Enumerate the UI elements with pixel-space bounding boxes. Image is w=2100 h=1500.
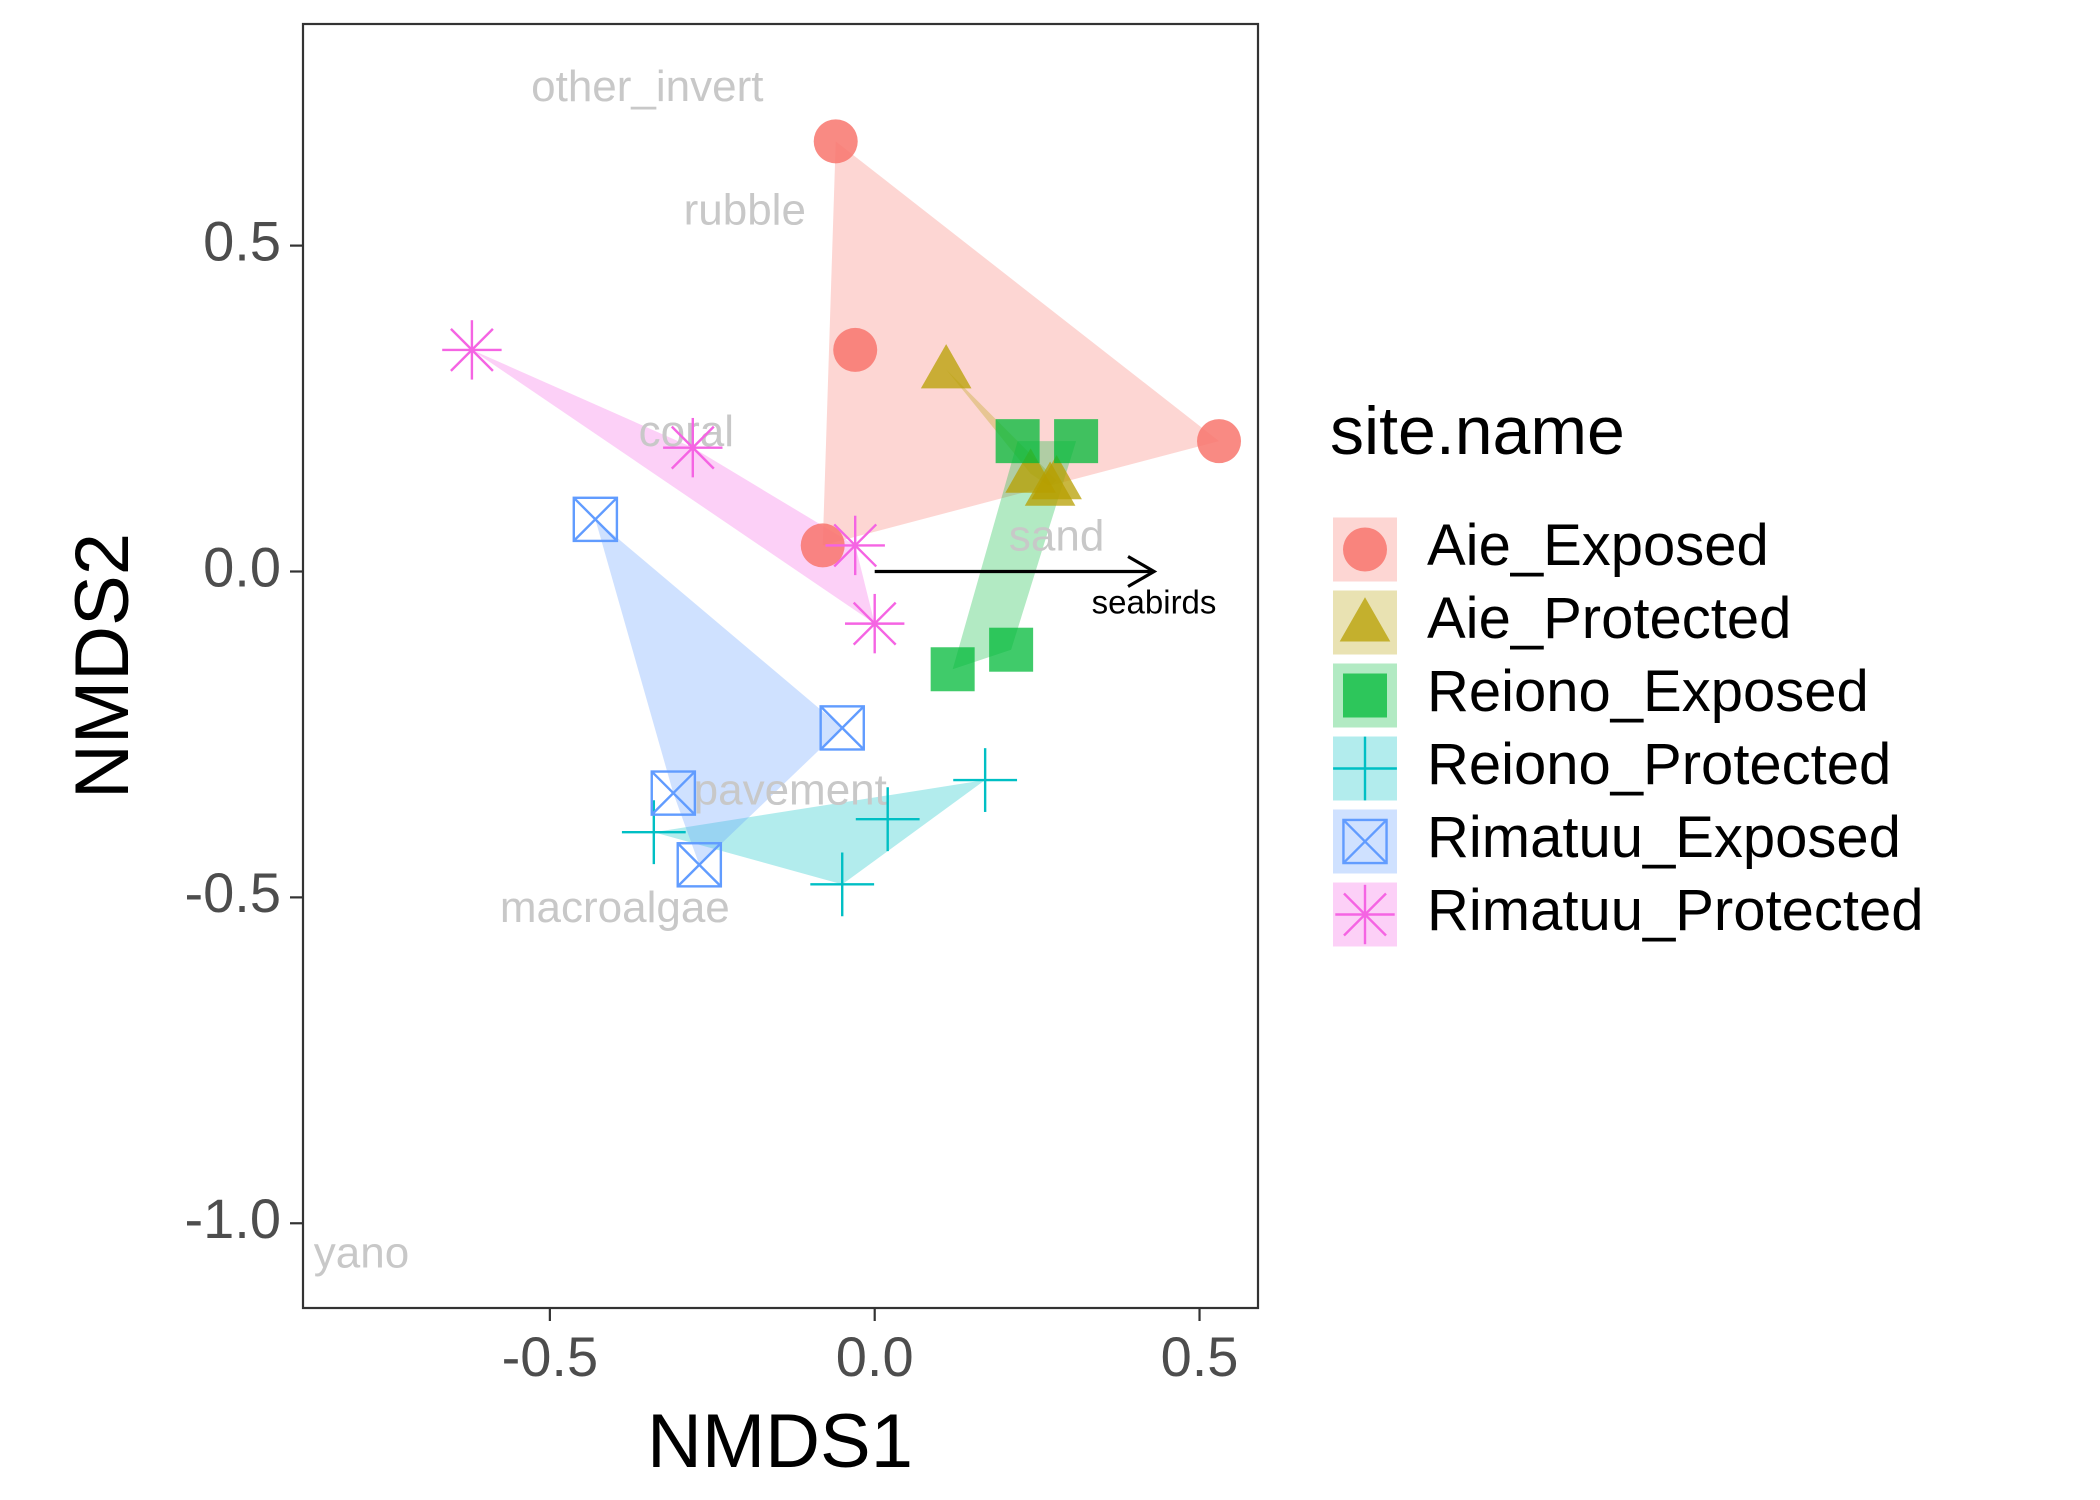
legend-key-marker [1335,884,1395,945]
legend-label: Rimatuu_Exposed [1427,805,1901,870]
point-reiono-exposed-4 [989,627,1034,672]
point-reiono-protected-2 [855,787,920,852]
point-layer [442,119,1242,917]
legend-item-rimatuu-protected: Rimatuu_Protected [1333,878,1923,947]
vector-label-rubble: rubble [684,186,806,235]
legend-label: Aie_Protected [1427,586,1791,651]
hull-aie-exposed [822,141,1220,546]
point-rimatuu-protected-2 [663,417,723,478]
legend-key-marker [1343,527,1387,572]
legend-key-marker [1343,673,1387,718]
x-tick-label: 0.5 [1161,1325,1239,1388]
y-tick-label: 0.5 [203,209,281,272]
point-reiono-exposed-1 [995,419,1040,464]
y-tick-label: -0.5 [185,861,282,924]
legend-key-marker [1333,736,1397,801]
hull-layer [471,141,1220,885]
point-aie-exposed-2 [833,327,878,372]
point-reiono-exposed-3 [930,647,975,692]
y-tick-label: 0.0 [203,535,281,598]
arrow-layer: seabirds [874,555,1217,620]
legend-label: Aie_Exposed [1427,513,1769,578]
vector-label-sand: sand [1009,512,1104,561]
plot-panel-border [301,22,1260,1310]
point-rimatuu-exposed-3 [650,770,697,816]
x-tick-label: -0.5 [502,1325,599,1388]
legend-label: Reiono_Exposed [1427,659,1869,724]
point-rimatuu-exposed-4 [676,842,723,888]
point-rimatuu-exposed-2 [819,705,865,751]
point-rimatuu-protected-3 [825,515,885,576]
x-axis: -0.5 0.0 0.5 [502,1308,1239,1388]
legend-key-marker [1342,818,1388,865]
legend-key-marker [1339,597,1391,642]
y-axis-title: NMDS2 [60,533,145,799]
seabirds-arrowhead [1127,555,1158,588]
hull-rimatuu-protected [471,349,875,624]
x-axis-title: NMDS1 [647,1399,913,1484]
legend-label: Reiono_Protected [1427,732,1891,797]
legend-item-rimatuu-exposed: Rimatuu_Exposed [1333,805,1901,874]
legend-item-reiono-exposed: Reiono_Exposed [1333,659,1869,728]
vector-label-pavement: pavement [694,766,887,815]
point-rimatuu-protected-1 [442,320,502,380]
y-tick-label: -1.0 [185,1187,282,1250]
hull-rimatuu-exposed [595,519,843,865]
legend-label: Rimatuu_Protected [1427,878,1923,943]
point-reiono-protected-4 [810,852,875,917]
vector-label-coral: coral [639,407,734,456]
point-aie-protected-4 [1031,454,1082,500]
vector-label-other-invert: other_invert [531,62,763,111]
point-reiono-protected-3 [621,800,686,865]
point-rimatuu-exposed-1 [572,496,619,543]
vector-label-yano: yano [314,1228,409,1277]
point-reiono-protected-1 [953,748,1018,812]
point-aie-protected-1 [920,344,972,389]
x-tick-label: 0.0 [836,1325,914,1388]
legend-item-aie-exposed: Aie_Exposed [1333,513,1769,582]
legend: site.name Aie_Exposed Aie_Protected Reiono… [1330,393,1923,947]
legend-title: site.name [1330,393,1625,469]
legend-item-reiono-protected: Reiono_Protected [1333,732,1891,801]
point-aie-exposed-4 [800,523,845,568]
seabirds-arrow-label: seabirds [1092,583,1217,620]
vector-label-macroalgae: macroalgae [500,883,730,932]
point-aie-exposed-3 [1197,419,1242,464]
point-reiono-exposed-2 [1054,419,1099,464]
y-axis: -1.0 -0.5 0.0 0.5 [185,209,303,1250]
legend-item-aie-protected: Aie_Protected [1333,586,1791,655]
hull-reiono-protected [653,780,986,885]
point-rimatuu-protected-4 [845,593,905,654]
point-aie-exposed-1 [813,119,858,164]
